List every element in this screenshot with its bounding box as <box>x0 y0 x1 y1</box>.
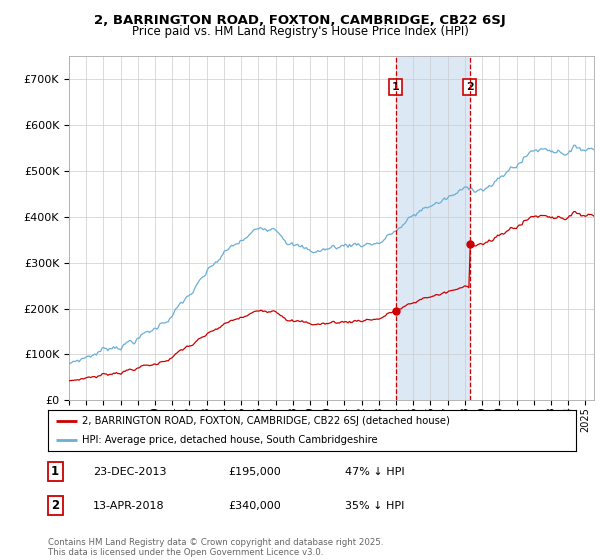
Text: Price paid vs. HM Land Registry's House Price Index (HPI): Price paid vs. HM Land Registry's House … <box>131 25 469 38</box>
Text: 1: 1 <box>51 465 59 478</box>
Text: 23-DEC-2013: 23-DEC-2013 <box>93 466 167 477</box>
Text: HPI: Average price, detached house, South Cambridgeshire: HPI: Average price, detached house, Sout… <box>82 435 378 445</box>
Text: 2: 2 <box>466 82 473 92</box>
Text: 2, BARRINGTON ROAD, FOXTON, CAMBRIDGE, CB22 6SJ (detached house): 2, BARRINGTON ROAD, FOXTON, CAMBRIDGE, C… <box>82 417 450 426</box>
Text: 13-APR-2018: 13-APR-2018 <box>93 501 164 511</box>
Text: 2, BARRINGTON ROAD, FOXTON, CAMBRIDGE, CB22 6SJ: 2, BARRINGTON ROAD, FOXTON, CAMBRIDGE, C… <box>94 14 506 27</box>
Text: £340,000: £340,000 <box>228 501 281 511</box>
Text: Contains HM Land Registry data © Crown copyright and database right 2025.
This d: Contains HM Land Registry data © Crown c… <box>48 538 383 557</box>
Text: 47% ↓ HPI: 47% ↓ HPI <box>345 466 404 477</box>
Text: 35% ↓ HPI: 35% ↓ HPI <box>345 501 404 511</box>
Text: 2: 2 <box>51 499 59 512</box>
Text: £195,000: £195,000 <box>228 466 281 477</box>
Text: 1: 1 <box>392 82 400 92</box>
Bar <box>396 56 470 400</box>
